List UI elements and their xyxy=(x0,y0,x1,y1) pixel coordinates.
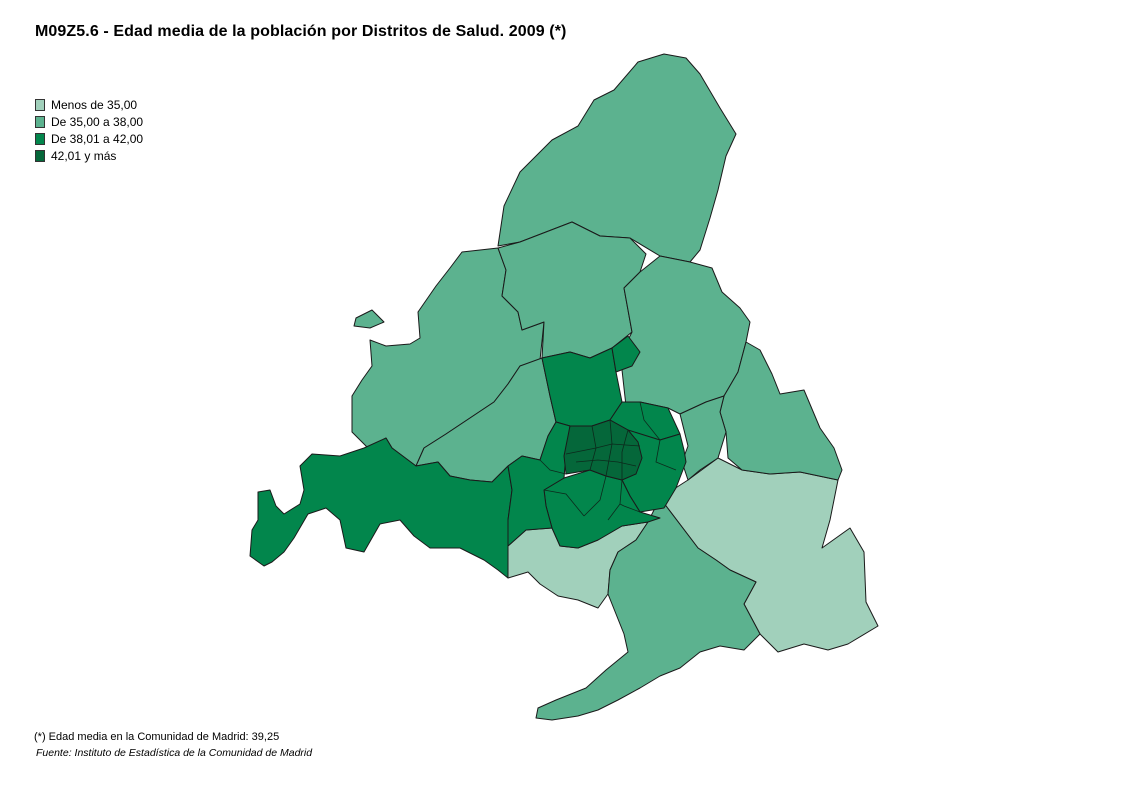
legend-swatch-4 xyxy=(35,149,45,162)
map-title: M09Z5.6 - Edad media de la población por… xyxy=(35,23,567,40)
district-islet-northwest[interactable] xyxy=(353,309,385,329)
map-legend: Menos de 35,00 De 35,00 a 38,00 De 38,01… xyxy=(35,96,143,164)
legend-swatch-3 xyxy=(35,132,45,145)
legend-item-35-38: De 35,00 a 38,00 xyxy=(35,113,143,130)
legend-item-42-mas: 42,01 y más xyxy=(35,147,143,164)
district-este[interactable] xyxy=(719,341,843,481)
legend-label-3: De 38,01 a 42,00 xyxy=(51,131,144,146)
legend-label-2: De 35,00 a 38,00 xyxy=(51,114,144,129)
internal-boundaries xyxy=(539,401,677,521)
class-group-38-42 xyxy=(249,335,687,579)
district-sierra-norte[interactable] xyxy=(497,53,737,263)
district-suroeste-metro[interactable] xyxy=(507,421,571,547)
district-noroeste-metro[interactable] xyxy=(541,347,623,427)
class-group-35-38 xyxy=(351,53,843,721)
district-henares-strip[interactable] xyxy=(679,395,727,481)
legend-label-1: Menos de 35,00 xyxy=(51,97,138,112)
legend-swatch-1 xyxy=(35,98,45,111)
legend-item-38-42: De 38,01 a 42,00 xyxy=(35,130,143,147)
legend-item-menos-35: Menos de 35,00 xyxy=(35,96,143,113)
district-suroeste[interactable] xyxy=(249,437,513,579)
source-note: Fuente: Instituto de Estadística de la C… xyxy=(36,747,313,759)
legend-label-4: 42,01 y más xyxy=(51,148,117,163)
district-norte-metro[interactable] xyxy=(611,335,641,373)
legend-swatch-2 xyxy=(35,115,45,128)
footnote: (*) Edad media en la Comunidad de Madrid… xyxy=(34,731,280,743)
district-sur-aranjuez[interactable] xyxy=(535,497,761,721)
